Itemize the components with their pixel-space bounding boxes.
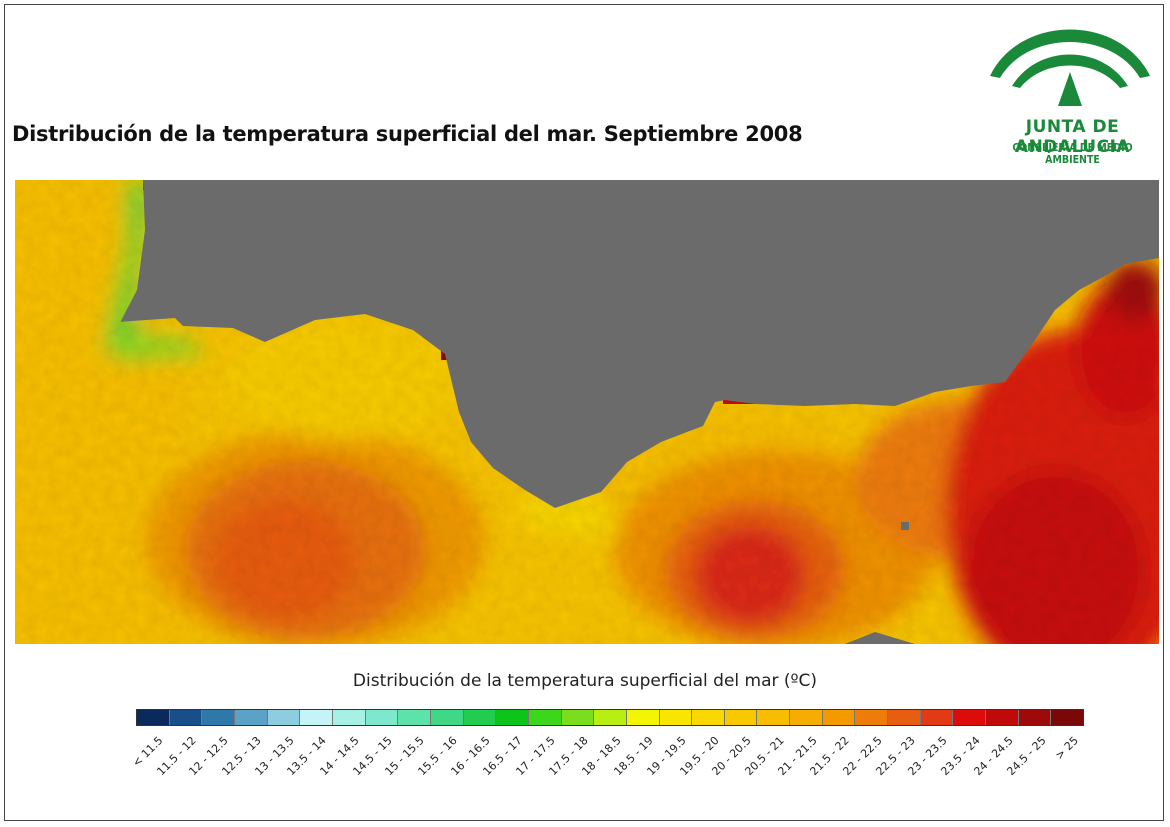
logo-org-name: JUNTA DE ANDALUCIA <box>1014 117 1131 157</box>
legend-swatch <box>920 710 954 725</box>
legend-swatch <box>561 710 595 725</box>
legend-swatch <box>888 710 921 725</box>
legend-swatch <box>790 710 823 725</box>
legend-swatch <box>855 710 889 725</box>
legend-title: Distribución de la temperatura superfici… <box>352 671 818 691</box>
legend-swatch <box>169 710 203 725</box>
legend-swatch <box>137 710 170 725</box>
legend-swatch <box>822 710 856 725</box>
legend-swatch <box>986 710 1019 725</box>
legend-swatch <box>1018 710 1052 725</box>
figure-frame <box>4 4 1164 821</box>
legend-swatch <box>430 710 464 725</box>
legend-swatch <box>202 710 235 725</box>
legend-swatch <box>1051 710 1084 725</box>
junta-de-andalucia-logo <box>990 29 1150 106</box>
logo-department-name: CONSEJERÍA DE MEDIO AMBIENTE <box>1012 142 1133 166</box>
legend-swatch <box>528 710 562 725</box>
legend-swatch <box>659 710 693 725</box>
sea-surface-temperature-map <box>15 180 1159 644</box>
legend-color-bar <box>136 709 1084 726</box>
legend-swatch <box>234 710 268 725</box>
legend-swatch <box>496 710 529 725</box>
legend-swatch <box>594 710 627 725</box>
legend-swatch <box>692 710 725 725</box>
legend-swatch <box>757 710 791 725</box>
legend-swatch <box>953 710 987 725</box>
legend-swatch <box>332 710 366 725</box>
legend-swatch <box>267 710 301 725</box>
legend-swatch <box>463 710 497 725</box>
legend-labels: < 11.5 11.5 - 12 12 - 12.5 12.5 - 13 13 - 13… <box>130 734 1084 814</box>
legend-label: > 25 <box>1052 734 1081 763</box>
legend-swatch <box>398 710 431 725</box>
legend-swatch <box>300 710 333 725</box>
legend-swatch <box>724 710 758 725</box>
legend-swatch <box>626 710 660 725</box>
legend-swatch <box>365 710 399 725</box>
page-title: Distribución de la temperatura superfici… <box>12 122 803 146</box>
